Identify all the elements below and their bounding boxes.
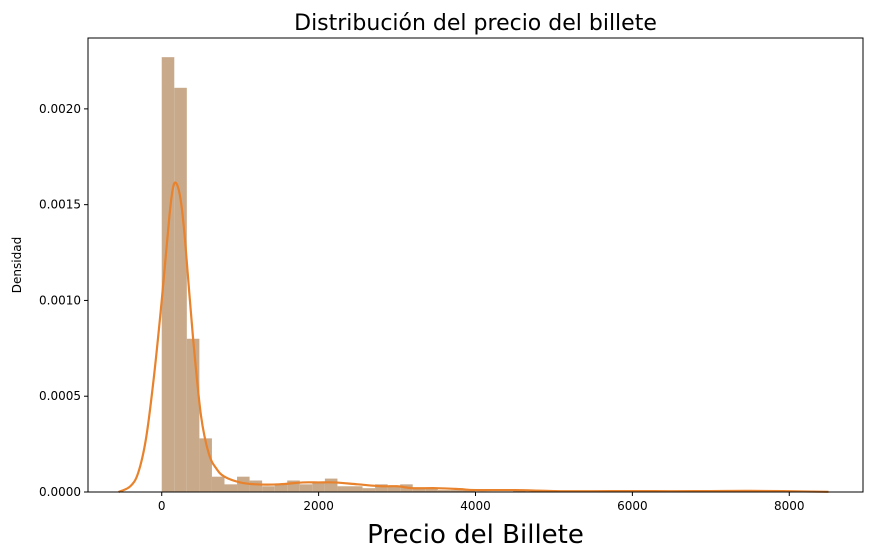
- x-tick-label-1: 2000: [303, 499, 334, 513]
- histogram-bar-1: [174, 87, 187, 492]
- y-tick-label-0: 0.0000: [39, 485, 81, 499]
- y-axis-ticks: 0.0000 0.0005 0.0010 0.0015 0.0020: [39, 102, 88, 499]
- chart-title: Distribución del precio del billete: [294, 11, 657, 36]
- histogram-bar-6: [237, 476, 250, 492]
- plot-frame: [87, 37, 864, 493]
- x-axis-ticks: 0 2000 4000 6000 8000: [158, 492, 805, 513]
- y-tick-label-4: 0.0020: [39, 102, 81, 116]
- histogram-bar-10: [287, 480, 300, 492]
- histogram-bar-3: [199, 438, 212, 492]
- y-tick-label-1: 0.0005: [39, 389, 81, 403]
- histogram-bar-8: [262, 486, 275, 492]
- histogram-bar-21: [425, 488, 438, 492]
- x-tick-label-4: 8000: [774, 499, 805, 513]
- histogram-bar-9: [274, 484, 288, 492]
- histogram-bar-17: [375, 484, 388, 492]
- histogram-bar-23: [450, 490, 463, 492]
- histogram-bar-24: [462, 490, 476, 492]
- histogram-bar-12: [312, 482, 325, 492]
- x-axis-label: Precio del Billete: [367, 520, 584, 550]
- histogram-bar-15: [349, 486, 363, 492]
- x-tick-label-2: 4000: [460, 499, 491, 513]
- histogram-bar-11: [299, 484, 313, 492]
- histogram-bar-14: [337, 486, 350, 492]
- histogram-bar-7: [249, 480, 263, 492]
- x-tick-label-3: 6000: [617, 499, 648, 513]
- histogram-bar-5: [224, 484, 238, 492]
- histogram-bar-18: [387, 486, 401, 492]
- y-tick-label-3: 0.0015: [39, 198, 81, 212]
- x-tick-label-0: 0: [158, 499, 166, 513]
- histogram-bar-16: [362, 488, 376, 492]
- histogram-bar-13: [324, 478, 338, 492]
- histogram-bar-20: [412, 488, 426, 492]
- histogram-bar-2: [186, 338, 200, 492]
- kde-curve-line: [118, 181, 829, 494]
- histogram-bar-22: [437, 490, 451, 492]
- histogram-bar-0: [161, 57, 175, 492]
- histogram-bar-4: [211, 476, 225, 492]
- y-tick-label-2: 0.0010: [39, 293, 81, 307]
- y-axis-label: Densidad: [10, 237, 24, 293]
- histogram-bars: [161, 57, 740, 492]
